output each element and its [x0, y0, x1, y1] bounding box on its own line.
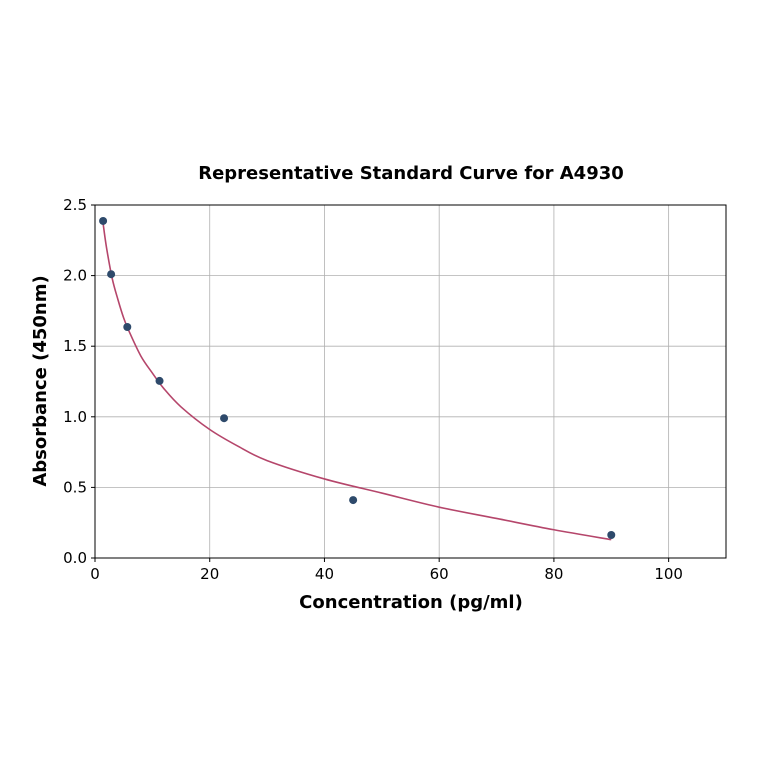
data-point — [220, 414, 229, 423]
grid — [94, 204, 726, 559]
x-tick-label: 20 — [200, 565, 219, 583]
chart-title: Representative Standard Curve for A4930 — [198, 163, 624, 184]
x-tick-label: 60 — [430, 565, 449, 583]
y-tick-label: 1.5 — [63, 337, 87, 355]
y-tick-label: 0.0 — [63, 549, 87, 567]
plot-frame — [94, 204, 727, 559]
fit-curve-group — [102, 223, 612, 541]
y-axis-label: Absorbance (450nm) — [30, 275, 51, 486]
y-tick-label: 1.0 — [63, 408, 87, 426]
data-point — [349, 496, 358, 505]
data-point — [607, 530, 616, 539]
data-point — [123, 322, 132, 331]
y-axis-ticks: 0.0 0.5 1.0 1.5 2.0 2.5 — [63, 196, 95, 567]
fit-curve-line — [102, 223, 612, 541]
x-axis-label: Concentration (pg/ml) — [299, 592, 523, 613]
x-tick-label: 40 — [315, 565, 334, 583]
x-axis-ticks: 0 20 40 60 80 100 — [90, 558, 683, 583]
data-point — [155, 376, 164, 385]
data-point — [107, 270, 116, 279]
x-tick-label: 100 — [654, 565, 683, 583]
data-point — [99, 216, 108, 225]
y-tick-label: 2.5 — [63, 196, 87, 214]
data-points — [99, 216, 616, 539]
y-tick-label: 2.0 — [63, 267, 87, 285]
x-tick-label: 0 — [90, 565, 100, 583]
x-tick-label: 80 — [544, 565, 563, 583]
y-tick-label: 0.5 — [63, 478, 87, 496]
